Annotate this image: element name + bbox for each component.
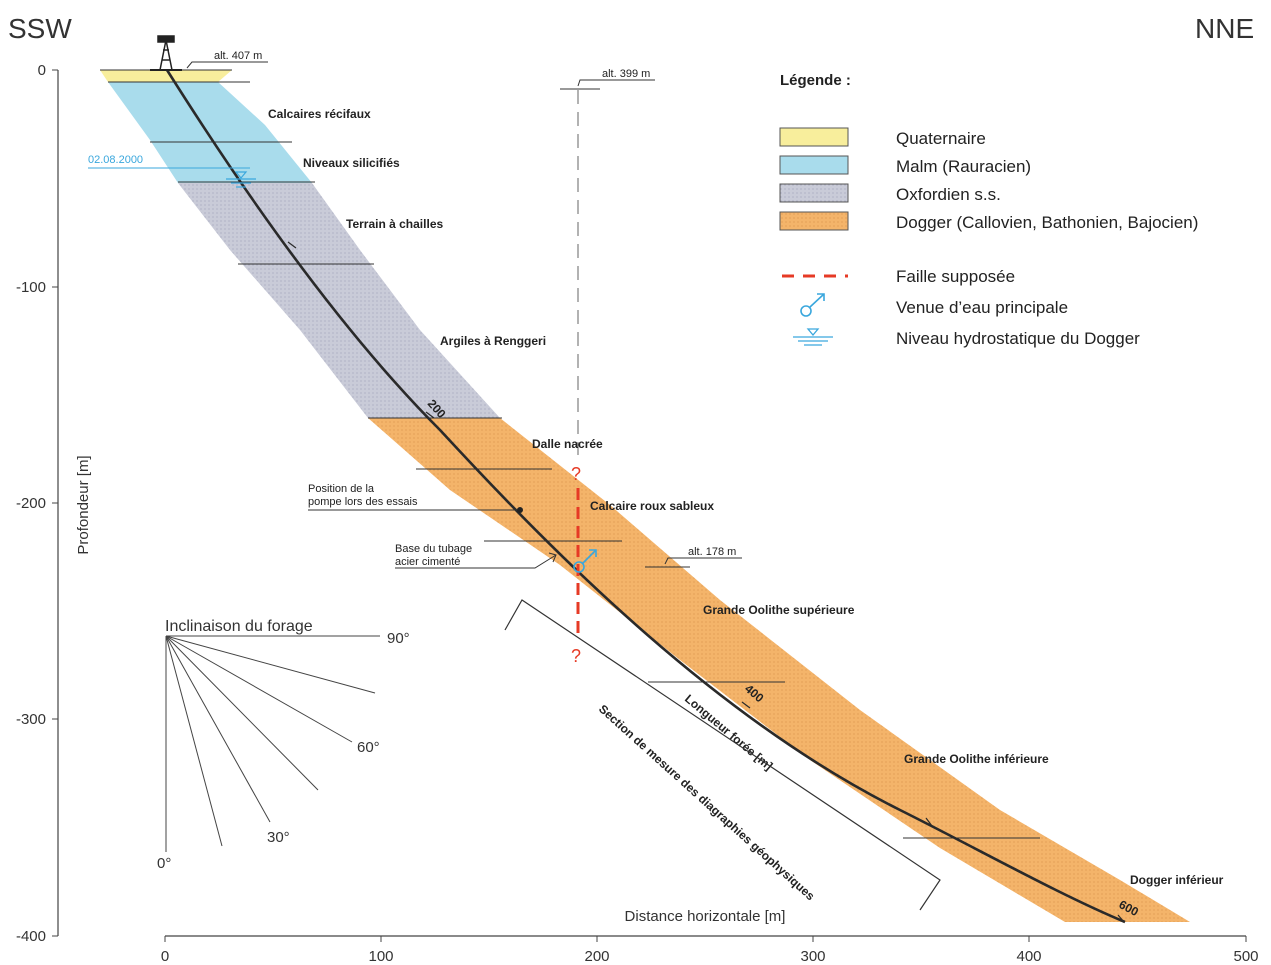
label-grande-oolithe-sup: Grande Oolithe supérieure — [703, 603, 855, 617]
x-tick-400: 400 — [1016, 948, 1041, 965]
boundary-lines — [100, 69, 1040, 839]
label-niveaux-silicifies: Niveaux silicifiés — [303, 156, 400, 170]
x-tick-500: 500 — [1233, 948, 1258, 965]
hydrostatic-level-icon — [226, 171, 256, 188]
inclination-label-90: 90° — [387, 630, 410, 647]
x-axis: 0 100 200 300 400 500 Distance horizonta… — [161, 908, 1259, 965]
drilling-rig-icon — [150, 35, 182, 71]
label-dogger-inferieur: Dogger inférieur — [1130, 873, 1224, 887]
y-tick-0: 0 — [38, 62, 46, 79]
legend-swatch-quaternaire — [779, 127, 849, 147]
formation-band — [100, 70, 1190, 922]
x-tick-0: 0 — [161, 948, 169, 965]
x-tick-300: 300 — [800, 948, 825, 965]
inclination-label-60: 60° — [357, 739, 380, 756]
label-grande-oolithe-inf: Grande Oolithe inférieure — [904, 752, 1049, 766]
svg-text:acier cimenté: acier cimenté — [395, 556, 460, 568]
hydrostatic-level: 02.08.2000 — [88, 154, 256, 188]
borehole-path — [165, 69, 1126, 924]
legend-swatch-malm — [779, 155, 849, 175]
x-tick-100: 100 — [368, 948, 393, 965]
legend-label-hydrostatic: Niveau hydrostatique du Dogger — [896, 329, 1140, 348]
legend-water-inflow-icon — [800, 293, 825, 317]
y-tick-100: -100 — [16, 279, 46, 296]
legend-hydrostatic-icon — [793, 328, 833, 346]
y-axis: 0 -100 -200 -300 -400 Profondeur [m] — [16, 62, 92, 945]
oxfordien-layer — [178, 183, 500, 418]
borehole-ticks — [287, 241, 1125, 923]
y-tick-400: -400 — [16, 928, 46, 945]
label-dalle-nacree: Dalle nacrée — [532, 437, 603, 451]
orientation-right: NNE — [1195, 13, 1254, 44]
label-calcaires-recifaux: Calcaires récifaux — [268, 107, 371, 121]
legend-swatch-oxfordien — [779, 183, 849, 203]
svg-text:alt. 399 m: alt. 399 m — [602, 68, 650, 80]
malm-layer — [108, 82, 312, 183]
casing-base: Base du tubage acier cimenté — [395, 543, 557, 569]
svg-text:pompe lors des essais: pompe lors des essais — [308, 496, 418, 508]
orientation-left: SSW — [8, 13, 72, 44]
alt-399-callout: alt. 399 m — [560, 68, 655, 90]
label-calcaire-roux: Calcaire roux sableux — [590, 499, 714, 513]
legend-label-quaternaire: Quaternaire — [896, 129, 986, 148]
alt-407-callout: alt. 407 m — [186, 50, 268, 69]
legend: Légende : Quaternaire Malm (Rauracien) O… — [779, 72, 1198, 348]
legend-label-fault: Faille supposée — [896, 267, 1015, 286]
legend-label-dogger: Dogger (Callovien, Bathonien, Bajocien) — [896, 213, 1198, 232]
fault-question-top: ? — [571, 464, 581, 484]
x-axis-label: Distance horizontale [m] — [625, 908, 786, 925]
y-tick-300: -300 — [16, 711, 46, 728]
legend-label-water-inflow: Venue d’eau principale — [896, 298, 1068, 317]
fault-question-bottom: ? — [571, 646, 581, 666]
dogger-layer — [368, 418, 1190, 922]
water-inflow-icon — [573, 549, 597, 573]
svg-text:02.08.2000: 02.08.2000 — [88, 154, 143, 166]
quaternaire-layer — [100, 70, 232, 82]
x-tick-200: 200 — [584, 948, 609, 965]
svg-text:alt. 407 m: alt. 407 m — [214, 50, 262, 62]
svg-text:alt. 178 m: alt. 178 m — [688, 546, 736, 558]
alt-178-callout: alt. 178 m — [645, 546, 742, 568]
inclination-label-0: 0° — [157, 855, 171, 872]
inclination-label-30: 30° — [267, 829, 290, 846]
y-axis-label: Profondeur [m] — [75, 455, 92, 554]
legend-title: Légende : — [780, 72, 851, 89]
pump-position: Position de la pompe lors des essais — [308, 483, 523, 513]
y-tick-200: -200 — [16, 495, 46, 512]
svg-text:Base du tubage: Base du tubage — [395, 543, 472, 555]
inclination-diagram: Inclinaison du forage 90° 60° 30° 0° — [157, 618, 410, 872]
legend-label-malm: Malm (Rauracien) — [896, 157, 1031, 176]
inclination-title: Inclinaison du forage — [165, 618, 313, 635]
label-terrain-chailles: Terrain à chailles — [346, 217, 443, 231]
legend-swatch-dogger — [779, 211, 849, 231]
svg-text:Position de la: Position de la — [308, 483, 375, 495]
label-argiles-renggeri: Argiles à Renggeri — [440, 334, 546, 348]
legend-label-oxfordien: Oxfordien s.s. — [896, 185, 1001, 204]
